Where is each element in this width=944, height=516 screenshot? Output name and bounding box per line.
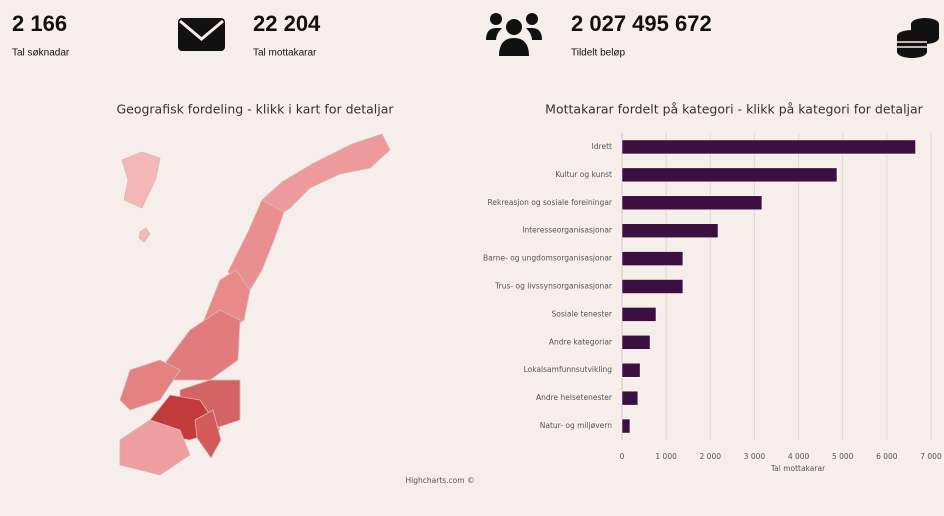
- coins-icon: [897, 18, 939, 58]
- category-label: Andre helsetenester: [536, 393, 613, 402]
- x-axis-title: Tal mottakarar: [770, 464, 826, 473]
- stat-value: 2 027 495 672: [571, 11, 712, 36]
- stat-value: 22 204: [253, 11, 321, 36]
- stat-label: Tildelt beløp: [571, 48, 626, 59]
- bar: [621, 307, 657, 322]
- bar: [621, 139, 916, 155]
- bar: [621, 223, 719, 238]
- bar: [621, 335, 651, 350]
- x-tick-label: 4 000: [788, 452, 810, 461]
- stat-label: Tal søknadar: [12, 48, 70, 59]
- category-label: Andre kategoriar: [549, 337, 613, 346]
- category-label: Natur- og miljøvern: [540, 421, 612, 430]
- category-label: Trus- og livssynsorganisasjonar: [494, 282, 613, 291]
- category-label: Sosiale tenester: [552, 309, 613, 318]
- category-label: Barne- og ungdomsorganisasjonar: [483, 254, 613, 263]
- x-tick-label: 7 000: [920, 452, 942, 461]
- category-label: Rekreasjon og sosiale foreiningar: [488, 198, 613, 207]
- norway-map: [119, 133, 391, 476]
- users-icon: [486, 13, 542, 56]
- x-tick-label: 2 000: [700, 452, 722, 461]
- chart-title: Mottakarar fordelt på kategori - klikk p…: [545, 102, 924, 117]
- category-label: Idrett: [592, 142, 612, 151]
- category-label: Lokalsamfunnsutvikling: [524, 365, 613, 374]
- x-tick-label: 5 000: [832, 452, 854, 461]
- x-tick-label: 3 000: [744, 452, 766, 461]
- x-tick-label: 1 000: [655, 452, 677, 461]
- bar: [621, 418, 631, 434]
- map-title: Geografisk fordeling - klikk i kart for …: [116, 102, 394, 117]
- mail-icon: [178, 18, 225, 51]
- credit: Highcharts.com ©: [406, 476, 475, 485]
- category-label: Kultur og kunst: [555, 170, 612, 179]
- bar: [621, 167, 838, 183]
- plot: 0 1 000 2 000 3 000 4 000 5 000 6 000 7 000 Idre…: [483, 133, 942, 461]
- x-tick-label: 0: [620, 452, 625, 461]
- category-label: Interesseorganisasjonar: [522, 226, 613, 235]
- x-tick-label: 6 000: [876, 452, 898, 461]
- bar: [621, 279, 684, 294]
- stat-value: 2 166: [12, 11, 67, 36]
- bar: [621, 362, 641, 378]
- stat-label: Tal mottakarar: [253, 48, 317, 59]
- bar: [621, 251, 684, 266]
- bar: [621, 195, 763, 211]
- bar: [621, 390, 639, 406]
